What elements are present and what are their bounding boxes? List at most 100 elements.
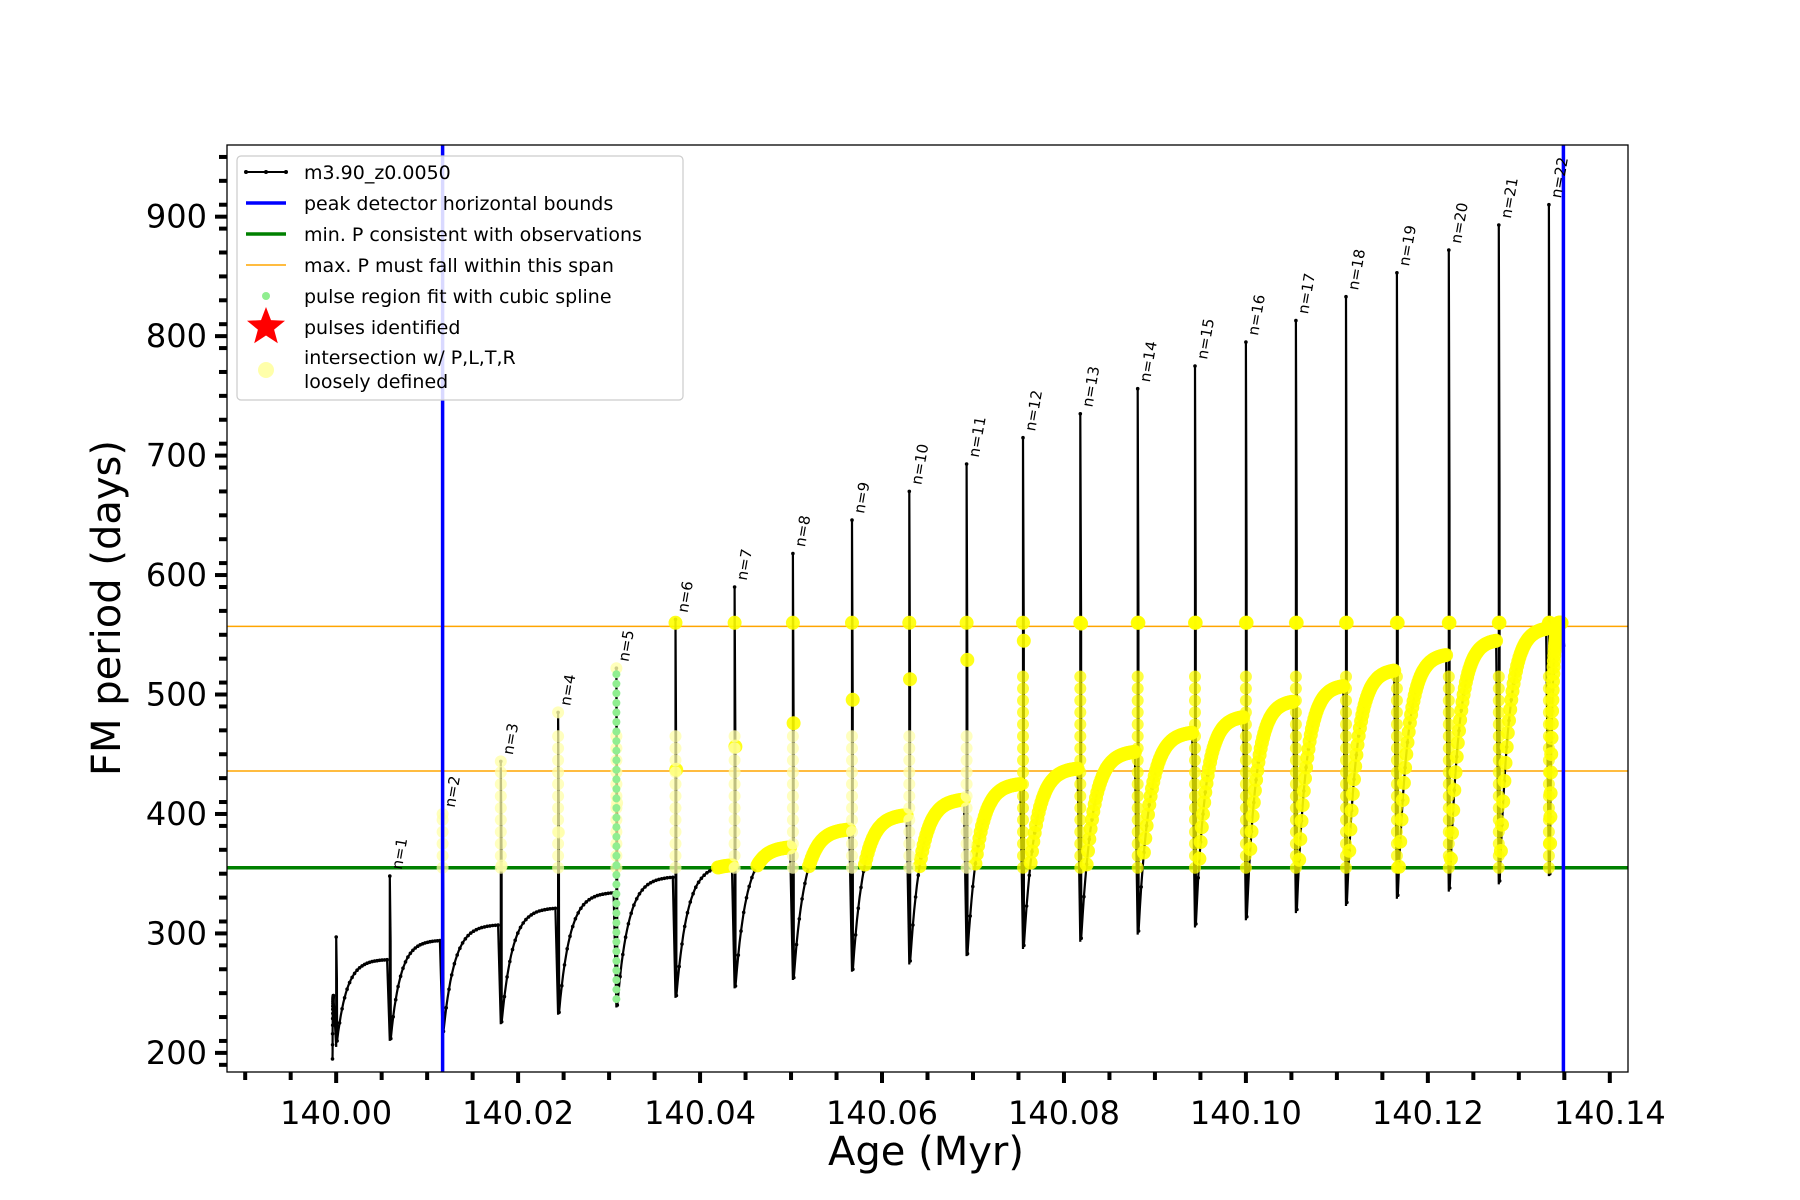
intersection-point [552,766,565,779]
y-tick-label: 800 [146,317,207,355]
intersection-point [1074,766,1087,779]
intersection-point [1017,742,1029,755]
series-point [654,878,658,883]
intersection-point [786,716,801,731]
intersection-point [1189,825,1201,838]
intersection-point [1189,694,1201,707]
spline-point [612,784,621,793]
intersection-point [728,802,741,814]
intersection-point [669,813,682,826]
spline-point [612,870,621,879]
series-point [469,931,473,935]
legend-label: intersection w/ P,L,T,R [304,347,516,369]
intersection-point [728,813,741,826]
intersection-point [1074,718,1087,731]
intersection-point [1390,718,1403,731]
series-point [965,951,970,956]
series-point [460,941,465,945]
series-point [1345,900,1349,905]
series-point [568,934,572,938]
intersection-point [1542,778,1555,791]
spline-point [612,737,621,746]
intersection-point [1542,825,1555,838]
intersection-point [1492,825,1505,838]
series-point [355,968,359,972]
intersection-point [1340,825,1352,838]
intersection-point [1492,754,1505,767]
intersection-point [1340,706,1352,719]
series-point [750,875,754,880]
intersection-point [1492,813,1505,826]
intersection-point [1298,771,1312,786]
intersection-point [1131,837,1144,850]
series-point [411,948,415,953]
series-point [466,933,470,938]
intersection-point [1131,615,1146,630]
intersection-point [552,813,565,826]
series-point [1021,435,1025,440]
intersection-point [1289,670,1302,683]
intersection-point [1492,694,1505,707]
intersection-point [960,652,975,667]
series-point [1194,922,1198,926]
spline-point [612,832,621,841]
intersection-point [1442,754,1455,767]
series-point [584,900,589,904]
series-point [705,871,709,875]
series-point [553,906,558,911]
intersection-point [903,766,916,779]
intersection-point [846,778,858,791]
spline-point [612,698,621,707]
intersection-point [1452,723,1466,738]
legend-label: min. P consistent with observations [304,224,642,246]
series-point [1447,886,1452,890]
intersection-point [552,706,565,719]
intersection-point [1442,825,1455,838]
intersection-point [552,742,565,755]
intersection-point [727,615,742,630]
y-tick-label: 400 [146,795,207,833]
y-axis-title: FM period (days) [84,440,130,776]
intersection-point [669,849,682,862]
intersection-point [1289,730,1302,743]
series-point [643,885,647,889]
intersection-point [846,825,858,838]
intersection-point [1074,849,1087,862]
series-point [505,975,509,979]
series-point [401,966,405,970]
series-point [529,913,534,917]
y-axis: 200 300 400 500 600 700 800 900 [146,154,227,1072]
intersection-point [1017,682,1029,695]
intersection-points [436,615,1569,875]
intersection-point [728,742,741,755]
intersection-point [960,742,973,755]
intersection-point [1442,615,1457,630]
intersection-point [1492,706,1505,719]
intersection-point [1340,778,1352,791]
legend-handle-star [247,307,285,344]
spline-point [612,689,621,698]
series-point [479,925,484,930]
intersection-point [1289,766,1302,779]
intersection-point [846,849,858,862]
intersection-point [1340,742,1352,755]
intersection-point [1390,754,1403,767]
intersection-point [1239,825,1252,838]
intersection-point [1239,615,1254,630]
intersection-point [903,672,917,687]
series-point [694,885,698,889]
series-point [570,924,575,929]
intersection-point [960,849,973,862]
series-point [632,903,636,907]
series-point [800,897,804,901]
series-point [550,906,555,911]
intersection-point [1390,790,1403,803]
intersection-point [1442,694,1455,707]
intersection-point [1239,849,1252,862]
intersection-point [1131,682,1144,695]
legend-label: loosely defined [304,371,448,393]
intersection-point [1340,718,1352,731]
series-point [557,1010,561,1015]
series-point [330,1057,335,1061]
x-axis: 140.00 140.02 140.04 140.06 140.08 140.10 140.… [243,1072,1666,1132]
